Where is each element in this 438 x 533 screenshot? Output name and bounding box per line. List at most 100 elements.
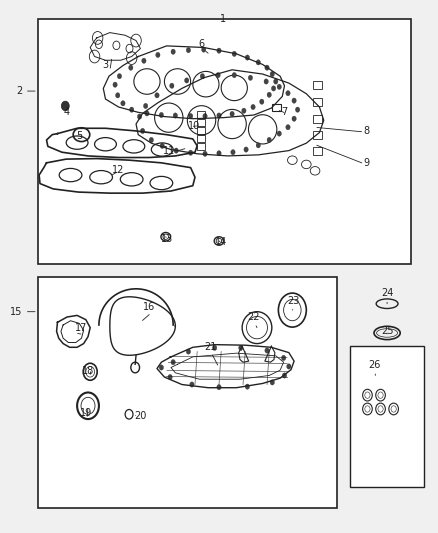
Circle shape [117, 74, 122, 79]
Circle shape [145, 111, 149, 116]
Circle shape [283, 373, 287, 378]
Bar [38, 19, 411, 264]
Bar [197, 127, 205, 134]
Circle shape [270, 71, 275, 77]
Text: 21: 21 [204, 342, 216, 352]
Circle shape [286, 125, 290, 130]
Text: 5: 5 [76, 131, 82, 141]
Circle shape [239, 345, 243, 351]
Text: 17: 17 [75, 323, 88, 333]
Circle shape [270, 379, 275, 385]
Circle shape [116, 93, 120, 98]
Text: 8: 8 [363, 126, 369, 136]
Circle shape [159, 112, 163, 118]
Text: 11: 11 [163, 146, 175, 156]
Circle shape [168, 374, 172, 379]
Text: 6: 6 [198, 38, 205, 49]
Circle shape [138, 114, 142, 119]
Bar [197, 143, 205, 150]
Circle shape [203, 114, 207, 119]
Text: 25: 25 [381, 326, 393, 336]
Circle shape [173, 113, 177, 118]
Circle shape [61, 101, 69, 111]
Circle shape [264, 79, 268, 84]
Circle shape [201, 47, 206, 52]
Text: 9: 9 [363, 158, 369, 168]
Circle shape [251, 104, 255, 110]
Circle shape [144, 103, 148, 109]
Circle shape [217, 151, 221, 156]
Circle shape [121, 101, 125, 106]
Bar [313, 115, 321, 124]
Bar [313, 98, 321, 107]
Text: 16: 16 [143, 302, 155, 312]
Text: 10: 10 [188, 120, 201, 131]
Circle shape [174, 148, 178, 154]
Circle shape [186, 349, 191, 354]
Text: 22: 22 [247, 312, 260, 322]
Text: 19: 19 [80, 408, 92, 418]
Text: 15: 15 [10, 306, 22, 317]
Circle shape [265, 65, 269, 70]
Circle shape [295, 107, 300, 112]
Circle shape [155, 52, 160, 58]
Text: 7: 7 [281, 107, 288, 117]
Circle shape [242, 108, 246, 114]
Text: 4: 4 [63, 107, 69, 117]
Circle shape [274, 79, 278, 84]
Circle shape [200, 74, 205, 79]
Text: 2: 2 [16, 86, 22, 96]
Text: 24: 24 [381, 288, 393, 298]
Circle shape [287, 364, 291, 369]
Bar [313, 147, 321, 156]
Circle shape [282, 356, 286, 361]
Circle shape [113, 82, 117, 87]
Circle shape [231, 150, 235, 155]
Circle shape [267, 138, 272, 143]
Circle shape [292, 116, 296, 122]
Circle shape [292, 98, 296, 103]
Circle shape [277, 131, 282, 136]
Circle shape [170, 83, 174, 88]
Circle shape [130, 107, 134, 112]
Circle shape [245, 55, 250, 60]
Circle shape [141, 128, 145, 134]
Circle shape [149, 138, 153, 143]
Circle shape [212, 345, 217, 351]
Text: 12: 12 [113, 165, 125, 175]
Circle shape [217, 384, 221, 390]
Circle shape [260, 99, 264, 104]
Circle shape [248, 75, 253, 80]
Circle shape [160, 143, 164, 149]
Bar [197, 111, 205, 118]
Circle shape [277, 84, 282, 90]
Circle shape [272, 86, 276, 91]
Circle shape [216, 72, 220, 78]
Circle shape [244, 147, 248, 152]
Bar [313, 131, 321, 140]
Text: 14: 14 [215, 237, 227, 247]
Bar [350, 346, 424, 487]
Circle shape [267, 92, 272, 98]
Circle shape [203, 151, 207, 157]
Circle shape [265, 348, 269, 353]
Circle shape [232, 51, 237, 56]
Bar [38, 277, 337, 508]
Bar [197, 119, 205, 126]
Bar [272, 104, 281, 111]
Circle shape [230, 111, 234, 117]
Circle shape [256, 143, 261, 148]
Text: 13: 13 [160, 234, 173, 244]
Text: 20: 20 [134, 411, 146, 422]
Text: 18: 18 [82, 366, 94, 376]
Circle shape [184, 78, 189, 83]
Circle shape [186, 47, 191, 53]
Text: 1: 1 [220, 14, 226, 24]
Circle shape [245, 384, 250, 389]
Circle shape [217, 113, 221, 118]
Circle shape [232, 72, 237, 78]
Bar [197, 135, 205, 142]
Text: 3: 3 [102, 60, 109, 70]
Text: 26: 26 [368, 360, 380, 370]
Circle shape [159, 365, 163, 370]
